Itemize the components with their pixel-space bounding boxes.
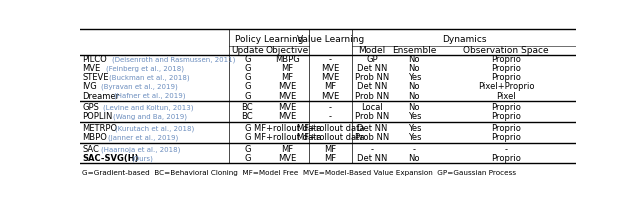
- Text: MBPG: MBPG: [275, 55, 300, 64]
- Text: METRPO: METRPO: [83, 124, 118, 133]
- Text: Det NN: Det NN: [357, 82, 387, 91]
- Text: -: -: [371, 145, 374, 154]
- Text: Prob NN: Prob NN: [355, 73, 389, 82]
- Text: Prob NN: Prob NN: [355, 133, 389, 142]
- Text: (Wang and Ba, 2019): (Wang and Ba, 2019): [113, 114, 188, 120]
- Text: No: No: [408, 103, 420, 112]
- Text: G: G: [244, 73, 251, 82]
- Text: G: G: [244, 64, 251, 73]
- Text: (Janner et al., 2019): (Janner et al., 2019): [108, 135, 179, 141]
- Text: -: -: [329, 112, 332, 121]
- Text: G: G: [244, 82, 251, 91]
- Text: MVE: MVE: [278, 103, 297, 112]
- Text: SAC-SVG(H): SAC-SVG(H): [83, 154, 139, 163]
- Text: GP: GP: [366, 55, 378, 64]
- Text: Objective: Objective: [266, 46, 309, 55]
- Text: Det NN: Det NN: [357, 64, 387, 73]
- Text: (Hafner et al., 2019): (Hafner et al., 2019): [114, 93, 186, 99]
- Text: MF: MF: [282, 64, 294, 73]
- Text: BC: BC: [241, 103, 253, 112]
- Text: (Kurutach et al., 2018): (Kurutach et al., 2018): [115, 125, 195, 132]
- Text: (Byravan et al., 2019): (Byravan et al., 2019): [101, 84, 178, 90]
- Text: Yes: Yes: [408, 73, 421, 82]
- Text: Proprio: Proprio: [491, 55, 521, 64]
- Text: PILCO: PILCO: [83, 55, 108, 64]
- Text: Ensemble: Ensemble: [392, 46, 436, 55]
- Text: MF+rollout data: MF+rollout data: [254, 124, 321, 133]
- Text: Proprio: Proprio: [491, 64, 521, 73]
- Text: MF: MF: [324, 154, 337, 163]
- Text: No: No: [408, 92, 420, 101]
- Text: MF+rollout data: MF+rollout data: [297, 133, 364, 142]
- Text: No: No: [408, 154, 420, 163]
- Text: MF: MF: [324, 82, 337, 91]
- Text: Pixel: Pixel: [496, 92, 516, 101]
- Text: Pixel+Proprio: Pixel+Proprio: [478, 82, 534, 91]
- Text: MBPO: MBPO: [83, 133, 108, 142]
- Text: MF: MF: [324, 145, 337, 154]
- Text: G: G: [244, 154, 251, 163]
- Text: Det NN: Det NN: [357, 154, 387, 163]
- Text: MF+rollout data: MF+rollout data: [297, 124, 364, 133]
- Text: Proprio: Proprio: [491, 154, 521, 163]
- Text: MVE: MVE: [278, 154, 297, 163]
- Text: Yes: Yes: [408, 124, 421, 133]
- Text: G: G: [244, 133, 251, 142]
- Text: No: No: [408, 82, 420, 91]
- Text: G: G: [244, 92, 251, 101]
- Text: Proprio: Proprio: [491, 133, 521, 142]
- Text: MVE: MVE: [321, 73, 340, 82]
- Text: MVE: MVE: [278, 112, 297, 121]
- Text: Det NN: Det NN: [357, 124, 387, 133]
- Text: Yes: Yes: [408, 133, 421, 142]
- Text: MVE: MVE: [83, 64, 100, 73]
- Text: (Haarnoja et al., 2018): (Haarnoja et al., 2018): [101, 146, 180, 153]
- Text: (Buckman et al., 2018): (Buckman et al., 2018): [109, 74, 190, 81]
- Text: MF: MF: [282, 145, 294, 154]
- Text: MVE: MVE: [278, 92, 297, 101]
- Text: SAC: SAC: [83, 145, 99, 154]
- Text: Prob NN: Prob NN: [355, 92, 389, 101]
- Text: BC: BC: [241, 112, 253, 121]
- Text: Observation Space: Observation Space: [463, 46, 549, 55]
- Text: No: No: [408, 64, 420, 73]
- Text: POPLIN: POPLIN: [83, 112, 113, 121]
- Text: (Feinberg et al., 2018): (Feinberg et al., 2018): [106, 65, 184, 72]
- Text: Dynamics: Dynamics: [442, 35, 486, 44]
- Text: MVE: MVE: [321, 92, 340, 101]
- Text: MVE: MVE: [278, 82, 297, 91]
- Text: -: -: [413, 145, 416, 154]
- Text: Update: Update: [231, 46, 264, 55]
- Text: Policy Learning: Policy Learning: [235, 35, 303, 44]
- Text: G: G: [244, 124, 251, 133]
- Text: Proprio: Proprio: [491, 124, 521, 133]
- Text: Proprio: Proprio: [491, 103, 521, 112]
- Text: G=Gradient-based  BC=Behavioral Cloning  MF=Model Free  MVE=Model-Based Value Ex: G=Gradient-based BC=Behavioral Cloning M…: [83, 170, 516, 176]
- Text: (Levine and Koltun, 2013): (Levine and Koltun, 2013): [103, 105, 194, 111]
- Text: (Deisenroth and Rasmussen, 2011): (Deisenroth and Rasmussen, 2011): [112, 56, 236, 63]
- Text: GPS: GPS: [83, 103, 99, 112]
- Text: MF+rollout data: MF+rollout data: [254, 133, 321, 142]
- Text: -: -: [329, 55, 332, 64]
- Text: IVG: IVG: [83, 82, 97, 91]
- Text: No: No: [408, 55, 420, 64]
- Text: Dreamer: Dreamer: [83, 92, 120, 101]
- Text: Prob NN: Prob NN: [355, 112, 389, 121]
- Text: Proprio: Proprio: [491, 73, 521, 82]
- Text: Value Learning: Value Learning: [297, 35, 364, 44]
- Text: Local: Local: [361, 103, 383, 112]
- Text: -: -: [329, 103, 332, 112]
- Text: Proprio: Proprio: [491, 112, 521, 121]
- Text: Model: Model: [358, 46, 386, 55]
- Text: Yes: Yes: [408, 112, 421, 121]
- Text: (Ours): (Ours): [131, 156, 153, 162]
- Text: G: G: [244, 55, 251, 64]
- Text: MVE: MVE: [321, 64, 340, 73]
- Text: G: G: [244, 145, 251, 154]
- Text: MF: MF: [282, 73, 294, 82]
- Text: STEVE: STEVE: [83, 73, 109, 82]
- Text: -: -: [504, 145, 508, 154]
